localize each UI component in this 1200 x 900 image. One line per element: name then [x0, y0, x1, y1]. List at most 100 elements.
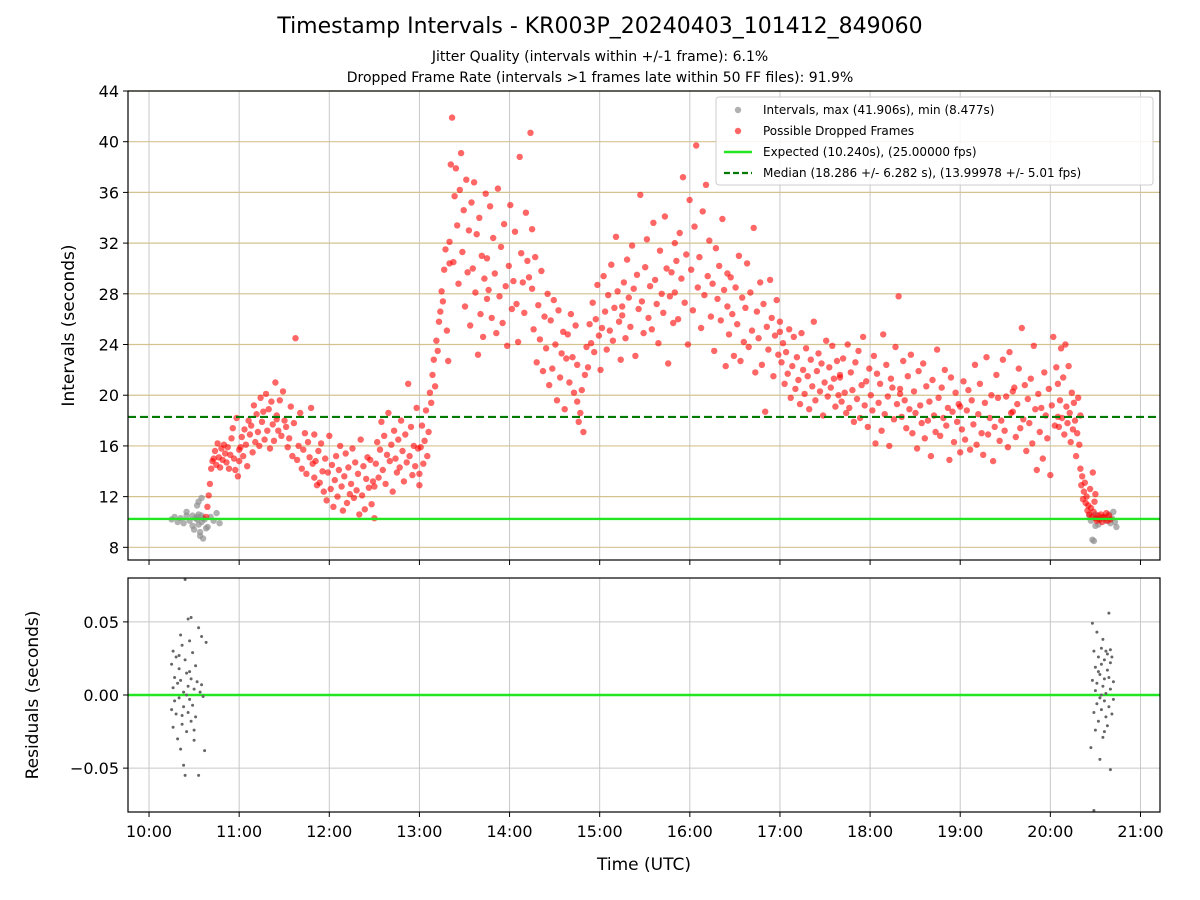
- residual-point-28: [186, 684, 190, 688]
- dropped-frame-point-196: [463, 176, 470, 183]
- dropped-frame-point-98: [334, 493, 341, 500]
- residual-point-41: [197, 626, 201, 630]
- dropped-frame-point-95: [330, 503, 337, 510]
- dropped-frame-point-492: [912, 409, 919, 417]
- dropped-frame-point-478: [892, 343, 899, 351]
- dropped-frame-point-413: [793, 354, 801, 361]
- dropped-frame-point-252: [542, 345, 550, 352]
- dropped-frame-point-132: [379, 466, 386, 474]
- dropped-frame-point-396: [768, 314, 775, 322]
- chart-title: Timestamp Intervals - KR003P_20240403_10…: [277, 14, 923, 39]
- dropped-frame-point-235: [518, 250, 525, 257]
- dropped-frame-point-495: [917, 402, 924, 409]
- dropped-frame-point-353: [699, 208, 706, 215]
- dropped-frame-point-146: [399, 447, 406, 455]
- dropped-frame-point-369: [724, 303, 731, 310]
- residual-point-55: [1090, 621, 1094, 625]
- dropped-frame-point-494: [915, 367, 922, 375]
- dropped-frame-point-62: [282, 423, 290, 431]
- dropped-frame-point-537: [981, 399, 989, 406]
- dropped-frame-point-505: [932, 428, 939, 436]
- dropped-frame-point-501: [926, 398, 933, 405]
- dropped-frame-point-3: [206, 480, 214, 488]
- residual-point-31: [189, 719, 193, 723]
- dropped-frame-point-188: [452, 165, 460, 172]
- dropped-frame-point-202: [470, 179, 478, 186]
- residuals-points: [170, 578, 1115, 812]
- dropped-frame-point-590: [1058, 414, 1066, 422]
- dropped-frame-point-301: [617, 356, 624, 363]
- dropped-frame-point-437: [830, 375, 838, 382]
- dropped-frame-point-21: [229, 425, 236, 432]
- residuals-y-axis-label: Residuals (seconds): [23, 611, 43, 780]
- intervals-ytick-label-2: 16: [99, 437, 119, 456]
- dropped-frame-point-379: [740, 338, 747, 346]
- dropped-frame-point-411: [790, 333, 797, 341]
- dropped-frame-point-625: [1092, 490, 1099, 498]
- residual-point-59: [1093, 689, 1097, 693]
- time-xtick-label-11: 21:00: [1117, 822, 1163, 841]
- dropped-frame-point-443: [838, 398, 845, 405]
- dropped-frame-point-140: [390, 427, 398, 434]
- intervals-ytick-label-8: 40: [99, 133, 119, 152]
- residuals-ytick-label-0: −0.05: [70, 759, 119, 778]
- dropped-frame-point-81: [311, 474, 318, 481]
- dropped-frame-point-412: [792, 385, 799, 393]
- dropped-frame-point-532: [973, 441, 980, 448]
- dropped-frame-point-291: [601, 308, 609, 315]
- time-xtick-label-3: 13:00: [396, 822, 442, 841]
- dropped-frame-point-135: [383, 451, 391, 458]
- dropped-frame-point-136: [385, 409, 392, 417]
- dropped-frame-point-521: [957, 449, 964, 456]
- dropped-frame-point-344: [684, 341, 692, 348]
- residual-point-47: [203, 749, 207, 753]
- dropped-frame-point-187: [451, 193, 458, 200]
- dropped-frame-point-415: [796, 400, 804, 408]
- residual-point-80: [1104, 649, 1108, 653]
- residual-point-17: [180, 643, 184, 647]
- dropped-frame-point-428: [816, 388, 824, 395]
- dropped-frame-point-524: [960, 378, 967, 385]
- dropped-frame-point-484: [900, 357, 907, 365]
- residual-point-93: [1111, 680, 1115, 684]
- time-xtick-label-4: 14:00: [486, 822, 532, 841]
- dropped-frame-point-321: [648, 326, 655, 333]
- legend: Intervals, max (41.906s), min (8.477s) P…: [715, 96, 1154, 186]
- dropped-frame-point-414: [795, 376, 802, 384]
- dropped-frame-point-229: [508, 305, 516, 313]
- legend-entry-intervals: Intervals, max (41.906s), min (8.477s): [763, 103, 994, 117]
- dropped-frame-point-452: [852, 359, 859, 366]
- dropped-frame-point-386: [752, 369, 759, 376]
- dropped-frame-point-420: [804, 373, 811, 380]
- dropped-frame-point-38: [250, 402, 258, 409]
- time-xtick-label-8: 18:00: [847, 822, 893, 841]
- dropped-frame-point-210: [481, 275, 488, 282]
- dropped-frame-point-191: [456, 186, 463, 194]
- dropped-frame-point-233: [514, 338, 522, 346]
- dropped-frame-point-392: [762, 408, 769, 415]
- dropped-frame-point-200: [468, 199, 475, 206]
- dropped-frame-point-374: [732, 284, 739, 291]
- dropped-frame-point-142: [393, 469, 401, 476]
- dropped-frame-point-432: [823, 337, 830, 344]
- dropped-frame-point-82: [312, 457, 319, 465]
- dropped-frame-point-7: [211, 447, 219, 455]
- dropped-frame-point-588: [1056, 397, 1064, 404]
- dropped-frame-point-623: [1090, 508, 1097, 515]
- dropped-frame-point-406: [782, 348, 790, 356]
- dropped-frame-point-338: [674, 316, 682, 323]
- dropped-frame-point-542: [989, 457, 997, 465]
- dropped-frame-point-409: [787, 394, 794, 401]
- dropped-frame-point-608: [1077, 465, 1084, 472]
- dropped-frame-point-355: [702, 181, 710, 188]
- dropped-frame-point-205: [474, 351, 482, 358]
- dropped-frame-point-454: [855, 347, 862, 355]
- dropped-frame-point-457: [859, 333, 867, 341]
- dropped-frame-point-244: [530, 326, 537, 333]
- time-xtick-label-6: 16:00: [667, 822, 713, 841]
- dropped-frame-point-391: [760, 300, 767, 308]
- dropped-frame-point-459: [863, 378, 870, 385]
- dropped-frame-point-128: [374, 438, 381, 446]
- dropped-frame-point-567: [1027, 375, 1035, 382]
- dropped-frame-point-209: [479, 333, 487, 341]
